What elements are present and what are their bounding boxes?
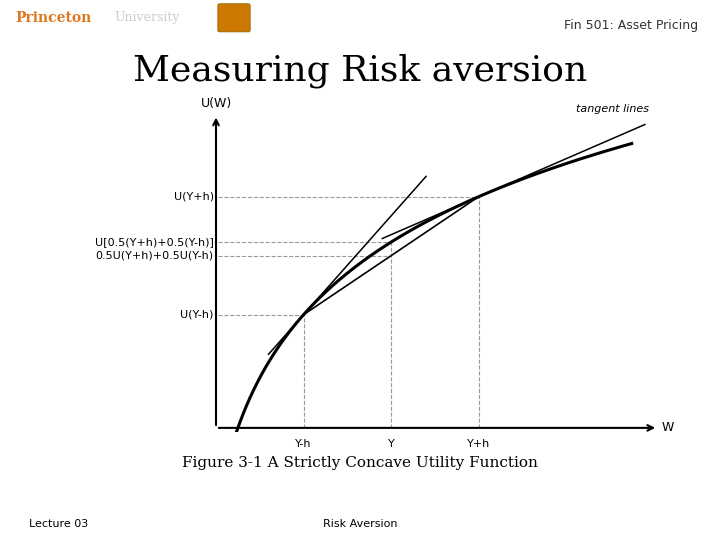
Text: Princeton: Princeton [15,11,91,24]
Text: 0.5U(Y+h)+0.5U(Y-h): 0.5U(Y+h)+0.5U(Y-h) [96,251,214,261]
Text: Y-h: Y-h [295,438,312,449]
Text: Measuring Risk aversion: Measuring Risk aversion [133,54,587,89]
Text: University: University [115,11,181,24]
Text: tangent lines: tangent lines [576,104,649,114]
Text: U[0.5(Y+h)+0.5(Y-h)]: U[0.5(Y+h)+0.5(Y-h)] [95,237,214,247]
Text: Figure 3-1 A Strictly Concave Utility Function: Figure 3-1 A Strictly Concave Utility Fu… [182,456,538,470]
Text: W: W [662,421,674,434]
Text: Lecture 03: Lecture 03 [29,519,88,529]
Text: U(W): U(W) [200,97,232,110]
Text: U(Y+h): U(Y+h) [174,192,214,202]
Text: Y: Y [387,438,395,449]
Text: Y+h: Y+h [467,438,490,449]
Text: Risk Aversion: Risk Aversion [323,519,397,529]
Text: U(Y-h): U(Y-h) [181,310,214,320]
Text: Fin 501: Asset Pricing: Fin 501: Asset Pricing [564,19,698,32]
FancyBboxPatch shape [218,4,251,32]
